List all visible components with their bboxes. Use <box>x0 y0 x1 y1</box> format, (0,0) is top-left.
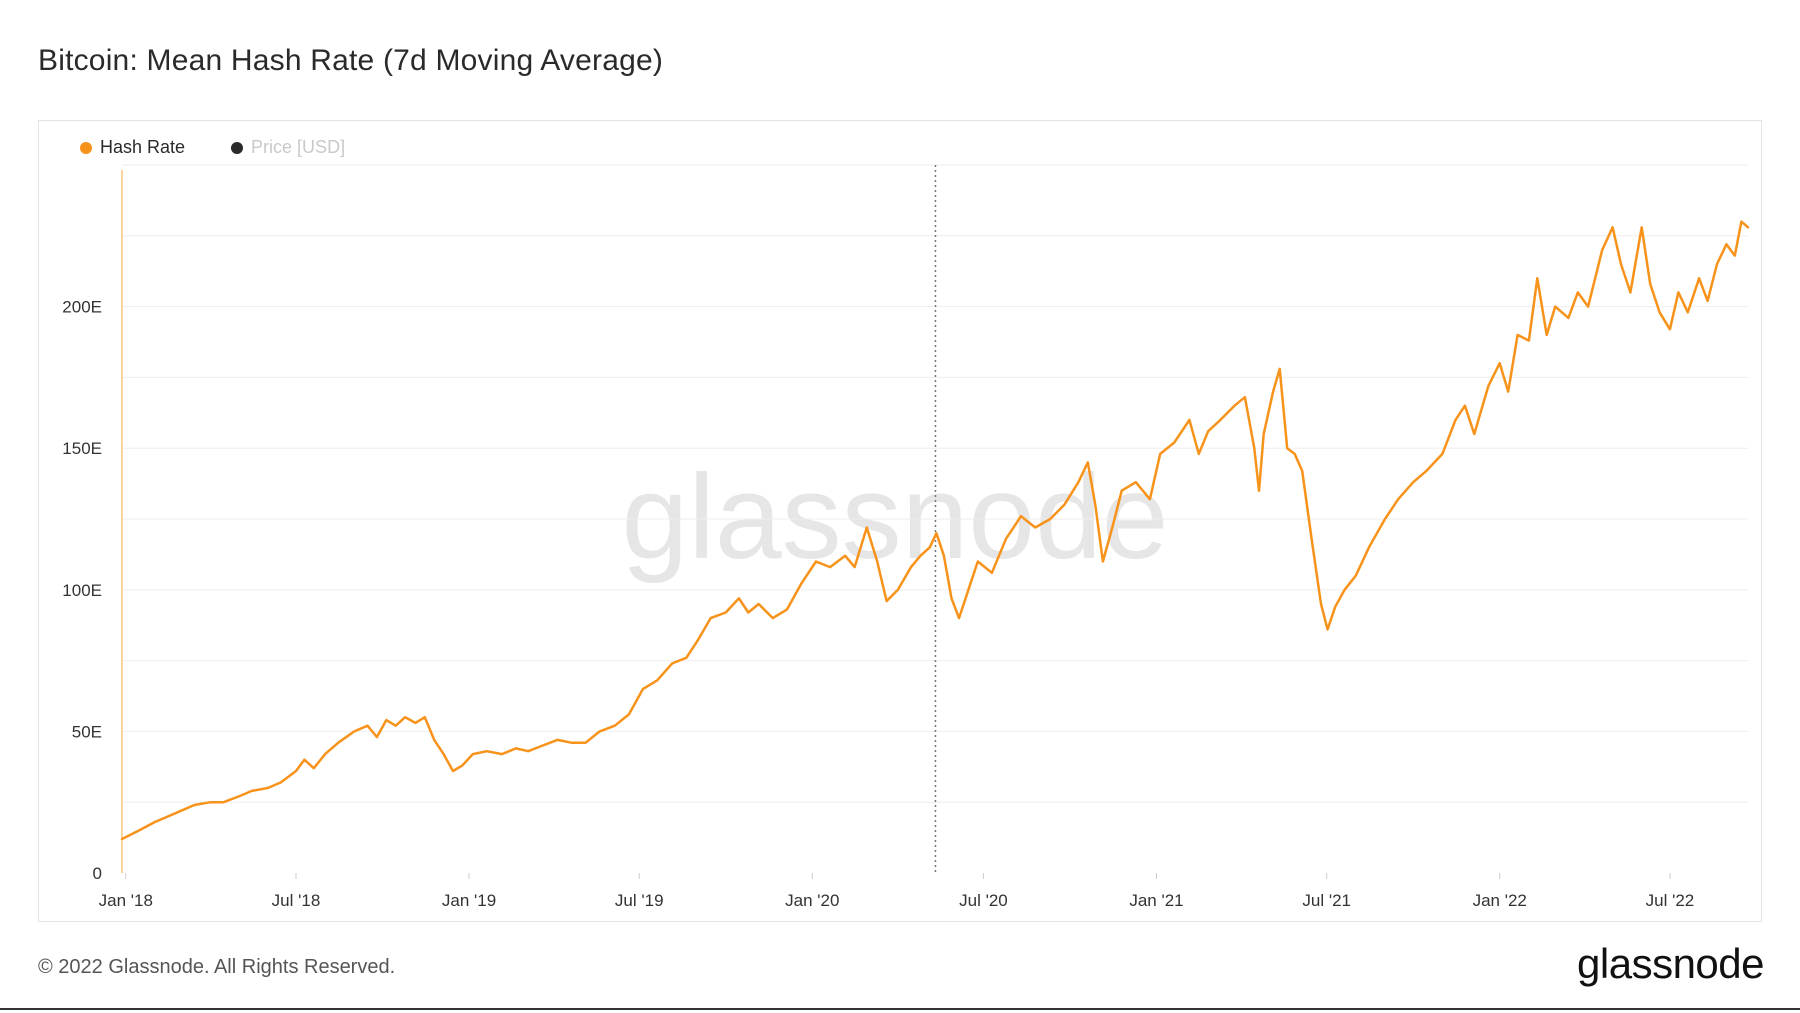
series-layer <box>120 220 1750 841</box>
price-dot-icon <box>231 141 244 154</box>
y-axis: 0 50E 100E 150E 200E <box>62 298 102 883</box>
watermark: glassnode <box>621 450 1168 584</box>
chart-legend: Hash Rate Price [USD] <box>80 137 345 158</box>
y-tick-label: 0 <box>93 864 102 883</box>
x-tick-label: Jul '22 <box>1646 891 1695 910</box>
legend-item-price[interactable]: Price [USD] <box>231 137 345 158</box>
x-tick-label: Jan '20 <box>785 891 839 910</box>
series-line-hash-rate <box>120 220 1750 841</box>
x-tick-label: Jul '19 <box>615 891 664 910</box>
x-tick-label: Jul '18 <box>272 891 321 910</box>
y-tick-label: 200E <box>62 298 102 317</box>
x-tick-label: Jan '19 <box>442 891 496 910</box>
x-axis: Jan '18 Jul '18 Jan '19 Jul '19 Jan '20 Jul '… <box>99 873 1695 910</box>
chart-title: Bitcoin: Mean Hash Rate (7d Moving Avera… <box>38 44 664 77</box>
copyright-footer: © 2022 Glassnode. All Rights Reserved. <box>38 956 396 978</box>
chart-panel <box>38 120 1762 922</box>
legend-label-hash-rate: Hash Rate <box>100 137 186 157</box>
legend-label-price: Price [USD] <box>251 137 346 157</box>
bottom-divider <box>0 1008 1800 1010</box>
x-tick-label: Jul '20 <box>959 891 1008 910</box>
x-tick-label: Jan '21 <box>1129 891 1183 910</box>
glassnode-logo: glassnode <box>1577 940 1764 987</box>
x-tick-label: Jan '18 <box>99 891 153 910</box>
legend-item-hash-rate[interactable]: Hash Rate <box>80 137 185 158</box>
x-tick-label: Jul '21 <box>1302 891 1351 910</box>
y-tick-label: 50E <box>72 722 102 741</box>
x-tick-label: Jan '22 <box>1473 891 1527 910</box>
watermark-text: glassnode <box>621 450 1168 584</box>
y-tick-label: 100E <box>62 581 102 600</box>
y-tick-label: 150E <box>62 439 102 458</box>
hash-rate-dot-icon <box>80 141 92 154</box>
